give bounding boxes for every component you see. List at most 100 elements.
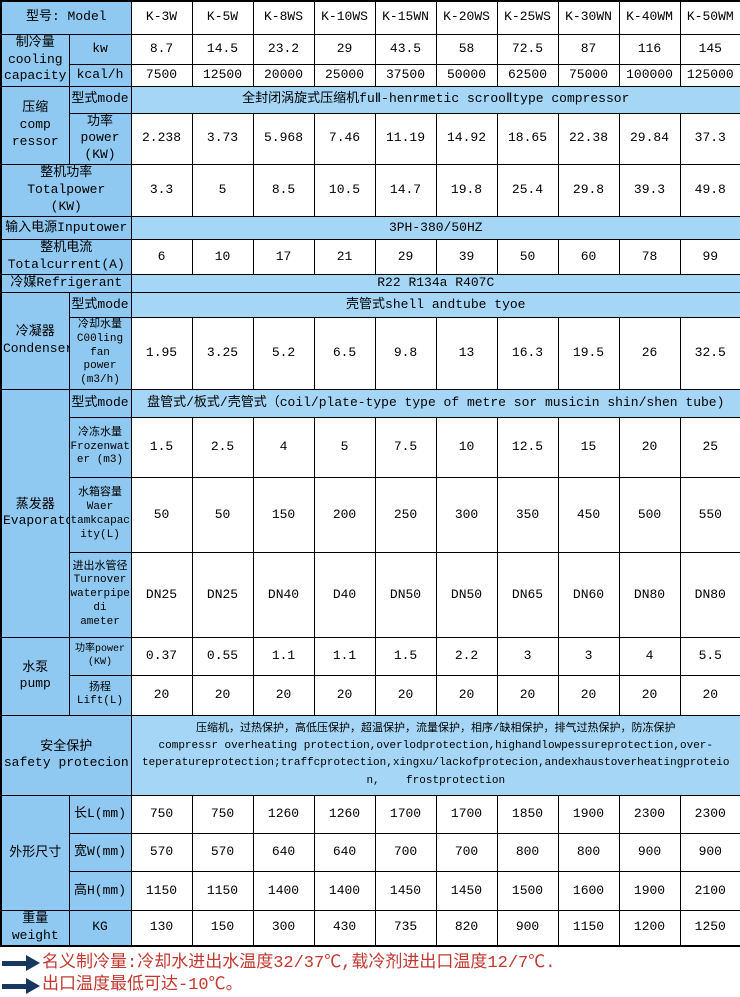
value-cell: 78 — [618, 239, 681, 275]
value-cell: 900 — [618, 832, 681, 872]
refrigerant-label: 冷媒Refrigerant — [0, 273, 132, 293]
cooling-kw-label: kw — [68, 33, 132, 65]
value-cell: 8.5 — [252, 164, 315, 218]
value-cell: 21 — [313, 239, 376, 275]
footer-notes: 名义制冷量:冷却水进出水温度32/37℃,载冷剂进出口温度12/7℃. 出口温度… — [0, 947, 740, 997]
value-cell: 500 — [618, 476, 681, 553]
value-cell: 32.5 — [679, 316, 740, 390]
condenser-mode-row: 冷凝器 Condenser 型式mode 壳管式shell andtube ty… — [0, 291, 740, 390]
value-cell: 250 — [374, 476, 437, 553]
value-cell: 1150 — [130, 870, 193, 911]
value-cell: K-20WS — [435, 0, 498, 35]
value-cell: 20 — [435, 674, 498, 716]
value-cell: K-3W — [130, 0, 193, 35]
dimension-width-row: 宽W(mm) 570 570 640 640 700 700 800 800 900 900 — [1, 832, 740, 872]
value-cell: 14.92 — [435, 112, 498, 166]
value-cell: 22.38 — [557, 112, 620, 166]
value-cell: 0.55 — [191, 636, 254, 676]
refrigerant-row: 冷媒Refrigerant R22 R134a R407C — [0, 273, 740, 293]
compressor-mode-value: 全封闭涡旋式压缩机fuⅡ-henrmetic scrooⅡtype compre… — [130, 85, 740, 114]
cooling-group-label: 制冷量 cooling capacity — [0, 33, 70, 87]
value-cell: 29.8 — [557, 164, 620, 218]
value-cell: 13 — [435, 316, 498, 390]
total-power-label: 整机功率 Totalpower (KW) — [0, 164, 132, 218]
value-cell: 150 — [252, 476, 315, 553]
value-cell: 50 — [191, 476, 254, 553]
condenser-group-label: 冷凝器 Condenser — [0, 291, 70, 390]
value-cell: 350 — [496, 476, 559, 553]
evaporator-frozen-label: 冷冻水量 Frozenwat er (m3) — [68, 416, 132, 478]
note-line: 名义制冷量:冷却水进出水温度32/37℃,载冷剂进出口温度12/7℃. — [0, 953, 738, 974]
value-cell: 10.5 — [313, 164, 376, 218]
value-cell: 1700 — [435, 794, 498, 834]
value-cell: 300 — [435, 476, 498, 553]
value-cell: 750 — [130, 794, 193, 834]
compressor-group-label: 压缩 comp ressor — [0, 85, 70, 166]
value-cell: DN50 — [374, 551, 437, 638]
value-cell: 10 — [191, 239, 254, 275]
value-cell: K-8WS — [252, 0, 315, 35]
safety-row: 安全保护 safety protecion 压缩机，过热保护，高低压保护，超温保… — [0, 714, 740, 796]
value-cell: 2300 — [618, 794, 681, 834]
value-cell: 25000 — [313, 63, 376, 87]
evaporator-frozen-row: 冷冻水量 Frozenwat er (m3) 1.5 2.5 4 5 7.5 10 12.5… — [1, 416, 740, 478]
value-cell: 1500 — [496, 870, 559, 911]
value-cell: 1.1 — [313, 636, 376, 676]
pump-group-label: 水泵 pump — [0, 636, 70, 716]
value-cell: 4 — [618, 636, 681, 676]
value-cell: 800 — [496, 832, 559, 872]
value-cell: 550 — [679, 476, 740, 553]
value-cell: DN25 — [130, 551, 193, 638]
value-cell: 20 — [618, 416, 681, 478]
value-cell: 450 — [557, 476, 620, 553]
value-cell: 700 — [374, 832, 437, 872]
value-cell: 6 — [130, 239, 193, 275]
value-cell: DN50 — [435, 551, 498, 638]
value-cell: 2300 — [679, 794, 740, 834]
value-cell: 87 — [557, 33, 620, 65]
value-cell: 62500 — [496, 63, 559, 87]
value-cell: 20 — [557, 674, 620, 716]
value-cell: 16.3 — [496, 316, 559, 390]
value-cell: 15 — [557, 416, 620, 478]
value-cell: 9.8 — [374, 316, 437, 390]
value-cell: 29 — [313, 33, 376, 65]
value-cell: 2.238 — [130, 112, 193, 166]
evaporator-pipe-label: 进出水管径 Turnover waterpipe di ameter — [68, 551, 132, 638]
value-cell: 1250 — [679, 909, 740, 947]
value-cell: 19.5 — [557, 316, 620, 390]
value-cell: 20000 — [252, 63, 315, 87]
value-cell: K-10WS — [313, 0, 376, 35]
evaporator-tank-label: 水箱容量 Waer tamkcapac ity(L) — [68, 476, 132, 553]
value-cell: 1450 — [374, 870, 437, 911]
compressor-mode-label: 型式mode — [68, 85, 132, 114]
value-cell: 1600 — [557, 870, 620, 911]
value-cell: 3 — [557, 636, 620, 676]
value-cell: DN65 — [496, 551, 559, 638]
model-header-row: 型号: Model K-3W K-5W K-8WS K-10WS K-15WN K-20W… — [0, 0, 740, 35]
value-cell: 50 — [130, 476, 193, 553]
value-cell: 20 — [679, 674, 740, 716]
total-power-row: 整机功率 Totalpower (KW) 3.3 5 8.5 10.5 14.7 19.8… — [0, 164, 740, 218]
spec-table: 型号: Model K-3W K-5W K-8WS K-10WS K-15WN K-20W… — [0, 0, 740, 947]
value-cell: 1.5 — [374, 636, 437, 676]
value-cell: 3 — [496, 636, 559, 676]
value-cell: 12.5 — [496, 416, 559, 478]
value-cell: 11.19 — [374, 112, 437, 166]
note-line: 出口温度最低可达-10℃。 — [0, 975, 738, 996]
value-cell: 1260 — [252, 794, 315, 834]
value-cell: 5 — [191, 164, 254, 218]
value-cell: 1150 — [191, 870, 254, 911]
condenser-water-label: 冷却水量 C00ling fan power (m3/h) — [68, 316, 132, 390]
value-cell: 1260 — [313, 794, 376, 834]
value-cell: 5.5 — [679, 636, 740, 676]
value-cell: 17 — [252, 239, 315, 275]
value-cell: 130 — [130, 909, 193, 947]
value-cell: 1450 — [435, 870, 498, 911]
value-cell: D40 — [313, 551, 376, 638]
weight-unit-label: KG — [68, 909, 132, 947]
value-cell: 19.8 — [435, 164, 498, 218]
value-cell: 145 — [679, 33, 740, 65]
cooling-kcal-row: kcal/h 7500 12500 20000 25000 37500 50000 6250… — [1, 63, 740, 87]
value-cell: K-30WN — [557, 0, 620, 35]
